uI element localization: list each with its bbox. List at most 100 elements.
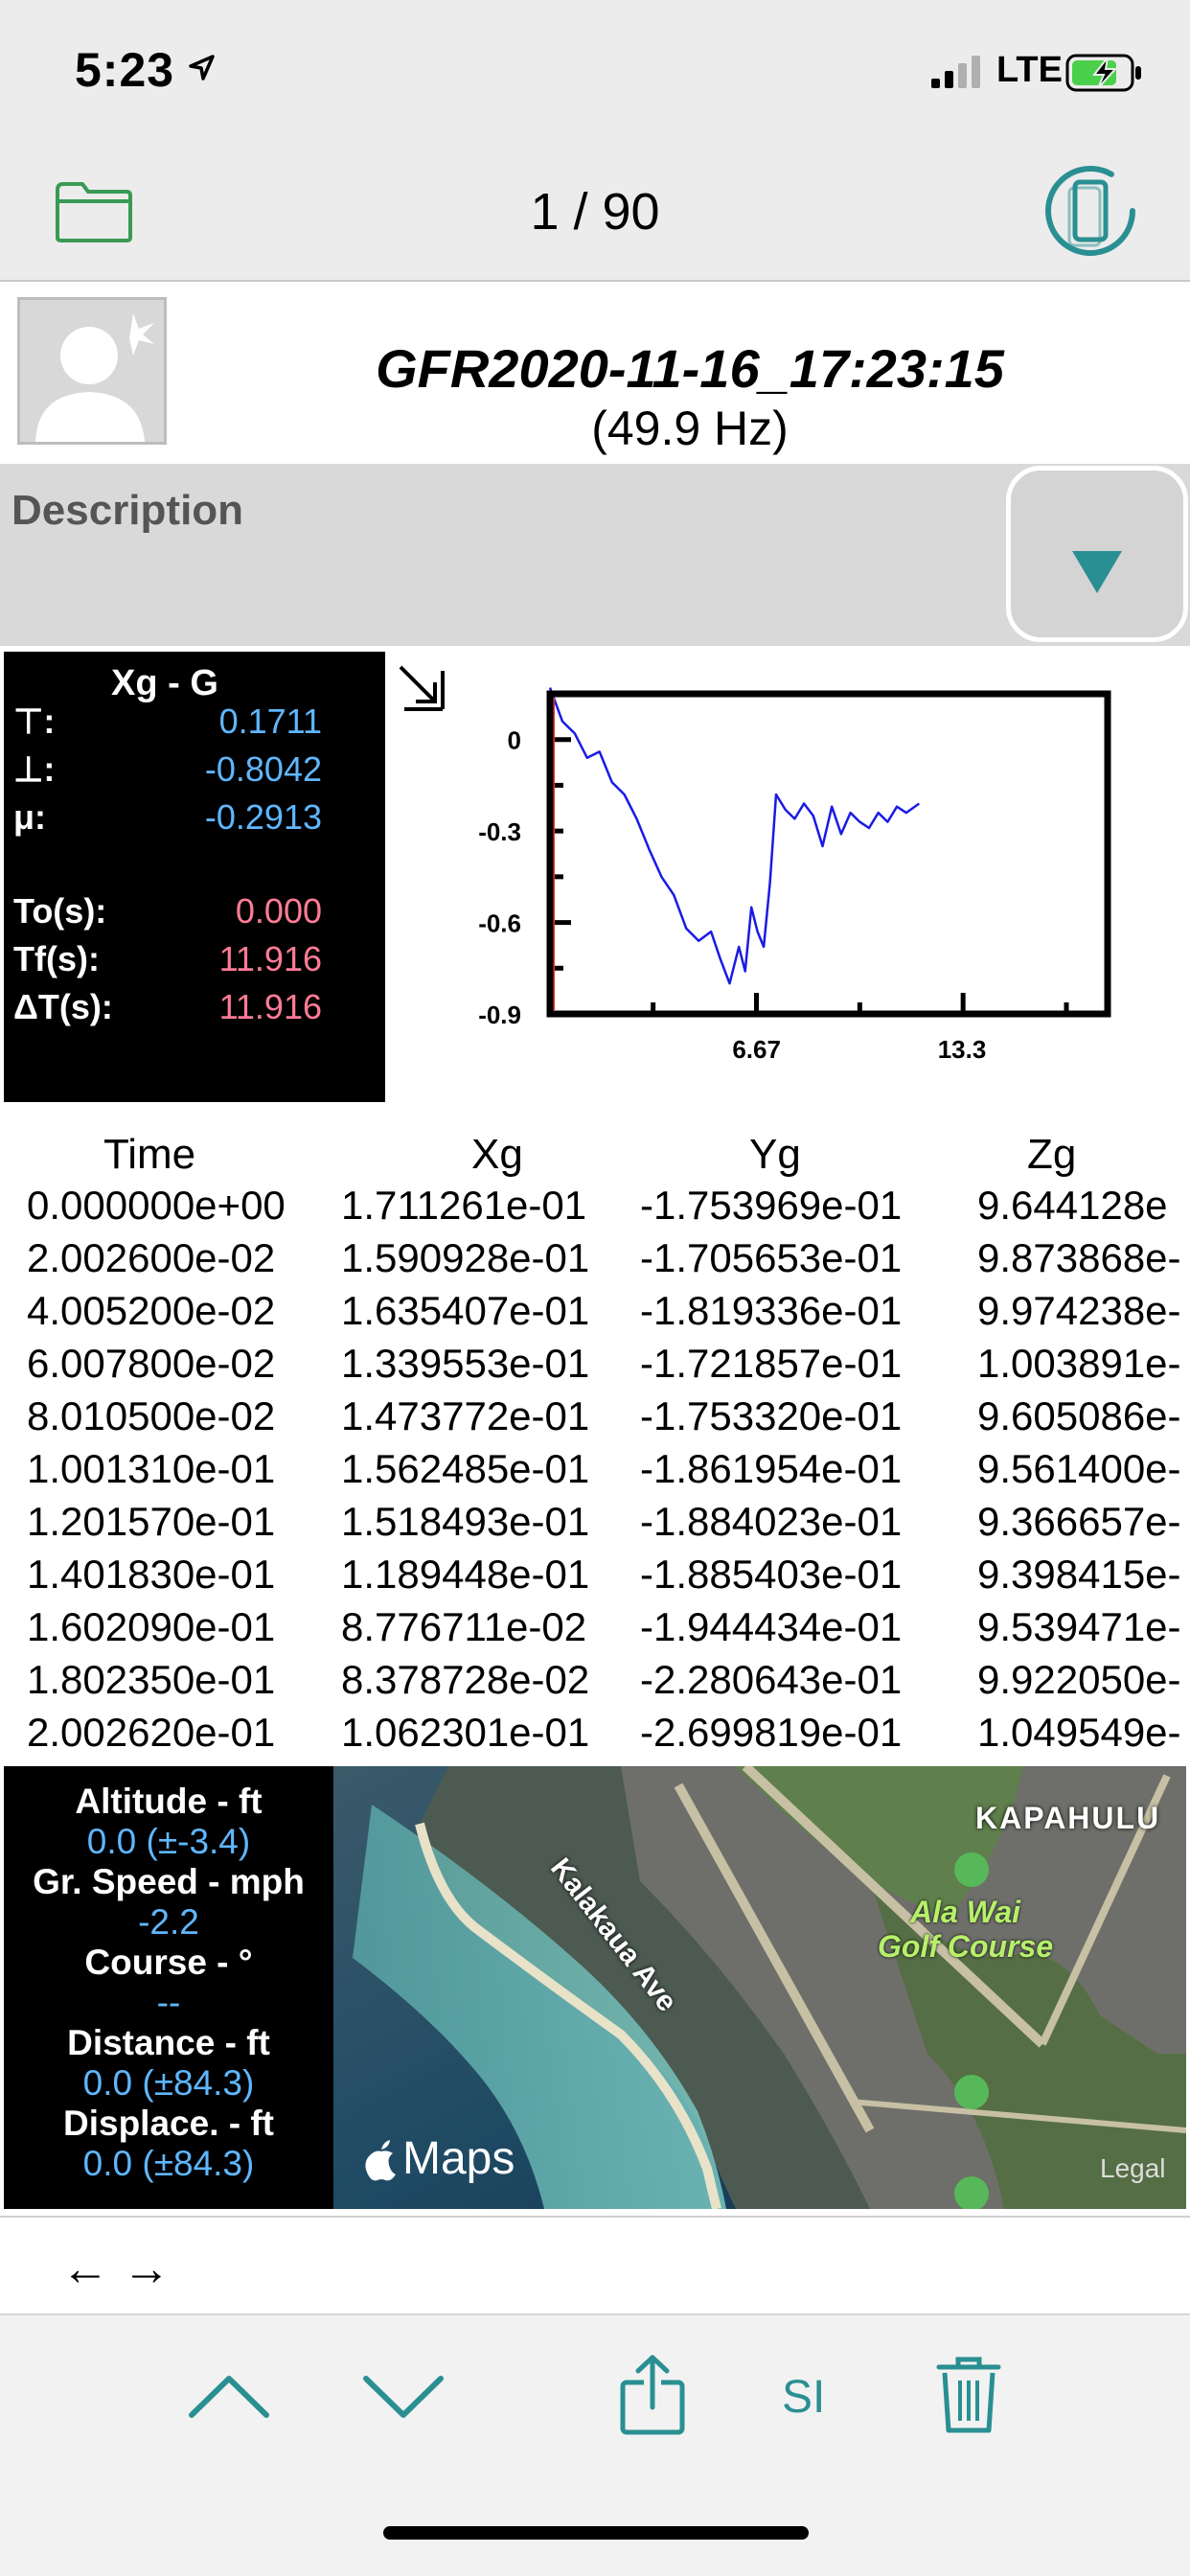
table-row: 1.401830e-01 1.189448e-01 -1.885403e-01 9.3… — [0, 1552, 1190, 1604]
stat-value: 11.916 — [218, 939, 322, 978]
sample-rate: (49.9 Hz) — [591, 402, 789, 455]
data-table[interactable]: Time Xg Yg Zg 0.000000e+00 1.711261e-01 -1… — [0, 1127, 1190, 1765]
table-cell: 1.001310e-01 — [27, 1446, 276, 1491]
distance-value: 0.0 (±84.3) — [82, 2063, 255, 2103]
stat-label: Tf(s): — [13, 939, 100, 978]
table-cell: 1.711261e-01 — [341, 1183, 587, 1228]
table-cell: 1.802350e-01 — [27, 1657, 276, 1702]
table-cell: 1.602090e-01 — [27, 1604, 276, 1649]
altitude-value: 0.0 (±-3.4) — [86, 1822, 251, 1861]
stats-title: Xg - G — [111, 663, 218, 703]
battery-charging-icon — [1065, 54, 1141, 92]
bottom-toolbar: SI — [0, 2315, 1190, 2576]
table-row: 6.007800e-02 1.339553e-01 -1.721857e-01 1.0… — [0, 1341, 1190, 1393]
pager-row: ← → — [0, 2216, 1190, 2317]
units-toggle-button[interactable]: SI — [782, 2372, 826, 2423]
table-header-cell: Yg — [749, 1131, 801, 1178]
table-row: 1.001310e-01 1.562485e-01 -1.861954e-01 9.5… — [0, 1446, 1190, 1499]
table-row: 2.002600e-02 1.590928e-01 -1.705653e-01 9.8… — [0, 1235, 1190, 1288]
table-cell: 1.635407e-01 — [341, 1288, 590, 1333]
table-cell: 2.002620e-01 — [27, 1710, 276, 1755]
home-indicator — [383, 2526, 809, 2540]
stat-label: ΔT(s): — [13, 987, 113, 1026]
table-cell: 9.605086e- — [977, 1393, 1181, 1438]
table-row: 0.000000e+00 1.711261e-01 -1.753969e-01 9.6… — [0, 1183, 1190, 1235]
trash-icon[interactable] — [935, 2354, 1002, 2436]
description-label: Description — [11, 487, 244, 534]
table-cell: 4.005200e-02 — [27, 1288, 276, 1333]
table-header-cell: Xg — [471, 1131, 523, 1178]
table-cell: -1.884023e-01 — [640, 1499, 903, 1544]
previous-arrow-button[interactable]: ← — [61, 2242, 109, 2295]
chart-x-tick-label: 6.67 — [732, 1035, 781, 1064]
gps-panel: Altitude - ft 0.0 (±-3.4) Gr. Speed - mp… — [4, 1766, 333, 2209]
nav-bar: 1 / 90 — [0, 144, 1190, 282]
table-cell: 9.539471e- — [977, 1604, 1181, 1649]
table-cell: -2.699819e-01 — [640, 1710, 903, 1755]
map-attribution[interactable]: Maps — [402, 2133, 515, 2184]
share-icon[interactable] — [619, 2354, 686, 2436]
table-cell: 1.003891e- — [977, 1341, 1181, 1386]
location-arrow-icon — [189, 55, 215, 80]
acceleration-chart[interactable]: 0 -0.3 -0.6 -0.9 6.67 13.3 — [389, 661, 1136, 1083]
table-cell: -1.861954e-01 — [640, 1446, 903, 1491]
table-cell: 9.873868e- — [977, 1235, 1181, 1280]
table-cell: -1.885403e-01 — [640, 1552, 903, 1597]
table-cell: 1.562485e-01 — [341, 1446, 590, 1491]
map-legal-link[interactable]: Legal — [1100, 2153, 1166, 2183]
course-value: -- — [156, 1983, 181, 2022]
page-counter: 1 / 90 — [530, 183, 660, 241]
table-cell: 0.000000e+00 — [27, 1183, 286, 1228]
table-cell: 9.922050e- — [977, 1657, 1181, 1702]
table-cell: 9.366657e- — [977, 1499, 1181, 1544]
distance-label: Distance - ft — [67, 2023, 270, 2062]
table-cell: -1.721857e-01 — [640, 1341, 903, 1386]
table-cell: -1.705653e-01 — [640, 1235, 903, 1280]
table-cell: 1.518493e-01 — [341, 1499, 590, 1544]
table-cell: 2.002600e-02 — [27, 1235, 276, 1280]
table-cell: 1.062301e-01 — [341, 1710, 590, 1755]
table-cell: 8.378728e-02 — [341, 1657, 590, 1702]
table-cell: 1.590928e-01 — [341, 1235, 590, 1280]
course-label: Course - ° — [84, 1943, 253, 1982]
table-cell: 8.010500e-02 — [27, 1393, 276, 1438]
satellite-map[interactable]: Kalakaua Ave KAPAHULU Ala Wai Golf Cours… — [333, 1766, 1186, 2209]
avatar[interactable] — [17, 297, 167, 445]
table-cell: 9.974238e- — [977, 1288, 1181, 1333]
chart-y-tick-label: 0 — [508, 726, 521, 755]
signal-strength-icon — [931, 56, 980, 88]
stat-label: ⊥: — [13, 749, 56, 789]
chart-series-line — [548, 687, 921, 985]
stat-value: 11.916 — [218, 987, 322, 1026]
expand-arrow-icon[interactable] — [395, 661, 448, 715]
description-toggle-button[interactable] — [1006, 466, 1188, 642]
table-cell: 1.401830e-01 — [27, 1552, 276, 1597]
apple-logo-icon — [365, 2140, 396, 2181]
table-header-cell: Time — [103, 1131, 196, 1178]
table-cell: -1.753969e-01 — [640, 1183, 903, 1228]
chart-y-tick-label: -0.6 — [478, 909, 521, 938]
chart-frame — [546, 690, 1111, 1018]
table-header: Time Xg Yg Zg — [0, 1131, 1190, 1184]
stat-label: To(s): — [13, 891, 107, 931]
stat-value: 0.000 — [235, 891, 322, 931]
network-type: LTE — [996, 50, 1063, 90]
speed-value: -2.2 — [138, 1902, 199, 1942]
chevron-down-icon[interactable] — [360, 2367, 446, 2425]
rotate-screen-icon[interactable] — [1041, 161, 1140, 261]
person-placeholder-icon — [35, 313, 154, 442]
stat-value: -0.2913 — [204, 797, 322, 837]
chevron-up-icon[interactable] — [186, 2367, 272, 2425]
next-arrow-button[interactable]: → — [123, 2242, 171, 2295]
map-golf-label-2: Golf Course — [878, 1929, 1054, 1964]
table-cell: -1.753320e-01 — [640, 1393, 903, 1438]
table-cell: -1.819336e-01 — [640, 1288, 903, 1333]
table-cell: -1.944434e-01 — [640, 1604, 903, 1649]
folder-icon[interactable] — [54, 180, 134, 243]
displacement-label: Displace. - ft — [63, 2104, 274, 2143]
stat-label: μ: — [13, 797, 47, 837]
table-row: 1.602090e-01 8.776711e-02 -1.944434e-01 9.5… — [0, 1604, 1190, 1657]
table-row: 1.802350e-01 8.378728e-02 -2.280643e-01 9.9… — [0, 1657, 1190, 1710]
stat-value: 0.1711 — [218, 702, 322, 741]
table-cell: 1.201570e-01 — [27, 1499, 276, 1544]
